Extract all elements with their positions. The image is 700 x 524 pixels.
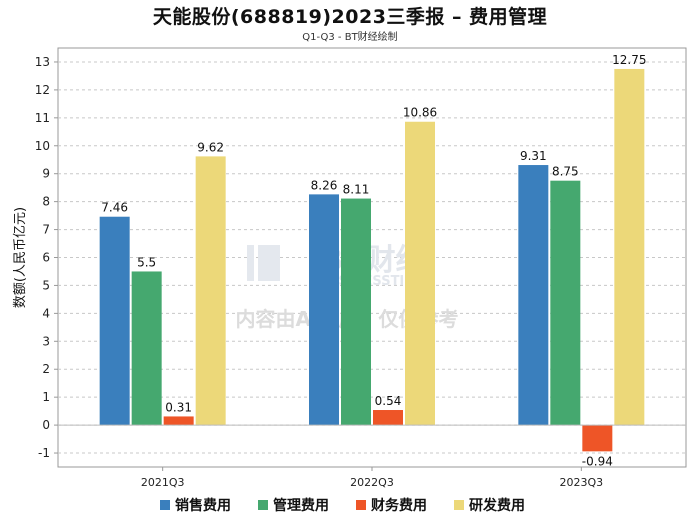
y-tick-label: 12 [35, 83, 50, 97]
y-tick-label: 1 [42, 390, 50, 404]
data-label: 8.26 [311, 178, 338, 192]
bar-研发费用-2021Q3 [195, 156, 226, 426]
data-label: 9.62 [197, 140, 224, 154]
data-label: 5.5 [137, 255, 156, 269]
bar-财务费用-2023Q3 [582, 425, 613, 452]
data-label: 8.75 [552, 165, 579, 179]
legend-label: 研发费用 [469, 497, 525, 514]
chart-subtitle: Q1-Q3 - BT财经绘制 [302, 32, 398, 43]
y-tick-label: 7 [42, 223, 50, 237]
watermark-logo-bar [247, 245, 254, 281]
bar-管理费用-2022Q3 [341, 198, 371, 426]
legend-swatch-管理费用 [258, 500, 268, 510]
legend-swatch-销售费用 [160, 500, 170, 510]
y-tick-label: 0 [42, 418, 50, 432]
data-label: 8.11 [343, 183, 370, 197]
bar-销售费用-2023Q3 [518, 165, 549, 426]
bar-研发费用-2023Q3 [614, 68, 645, 426]
data-label: 12.75 [612, 53, 646, 67]
y-tick-label: 5 [42, 278, 50, 292]
legend-label: 财务费用 [370, 497, 427, 514]
bar-销售费用-2021Q3 [99, 216, 130, 426]
y-tick-label: 11 [35, 111, 50, 125]
y-tick-label: 2 [42, 362, 50, 376]
x-tick-label: 2022Q3 [350, 476, 394, 489]
y-tick-label: 3 [42, 334, 50, 348]
data-label: 0.31 [165, 400, 192, 414]
bar-销售费用-2022Q3 [309, 194, 339, 426]
y-tick-label: 6 [42, 251, 50, 265]
x-tick-label: 2021Q3 [141, 476, 185, 489]
bar-财务费用-2021Q3 [163, 416, 194, 426]
bar-研发费用-2022Q3 [405, 121, 435, 426]
x-tick-label: 2023Q3 [560, 476, 604, 489]
bar-财务费用-2022Q3 [373, 410, 403, 426]
bar-管理费用-2023Q3 [550, 180, 581, 426]
y-axis-title: 数额(人民币亿元) [13, 207, 28, 308]
watermark-logo-block [258, 245, 280, 281]
bar-管理费用-2021Q3 [131, 271, 162, 426]
data-label: 9.31 [520, 149, 547, 163]
data-label: 7.46 [101, 201, 128, 215]
legend-label: 管理费用 [273, 497, 329, 514]
legend-swatch-研发费用 [454, 500, 464, 510]
data-label: 0.54 [375, 394, 402, 408]
legend-label: 销售费用 [175, 497, 231, 514]
chart-title: 天能股份(688819)2023三季报 – 费用管理 [152, 6, 548, 28]
y-tick-label: 4 [42, 306, 50, 320]
y-tick-label: 13 [35, 55, 50, 69]
y-tick-label: 8 [42, 195, 50, 209]
legend-swatch-财务费用 [356, 500, 366, 510]
data-label: -0.94 [582, 454, 613, 468]
y-tick-label: 10 [35, 139, 50, 153]
y-tick-label: -1 [38, 446, 50, 460]
y-tick-label: 9 [42, 167, 50, 181]
data-label: 10.86 [403, 106, 437, 120]
